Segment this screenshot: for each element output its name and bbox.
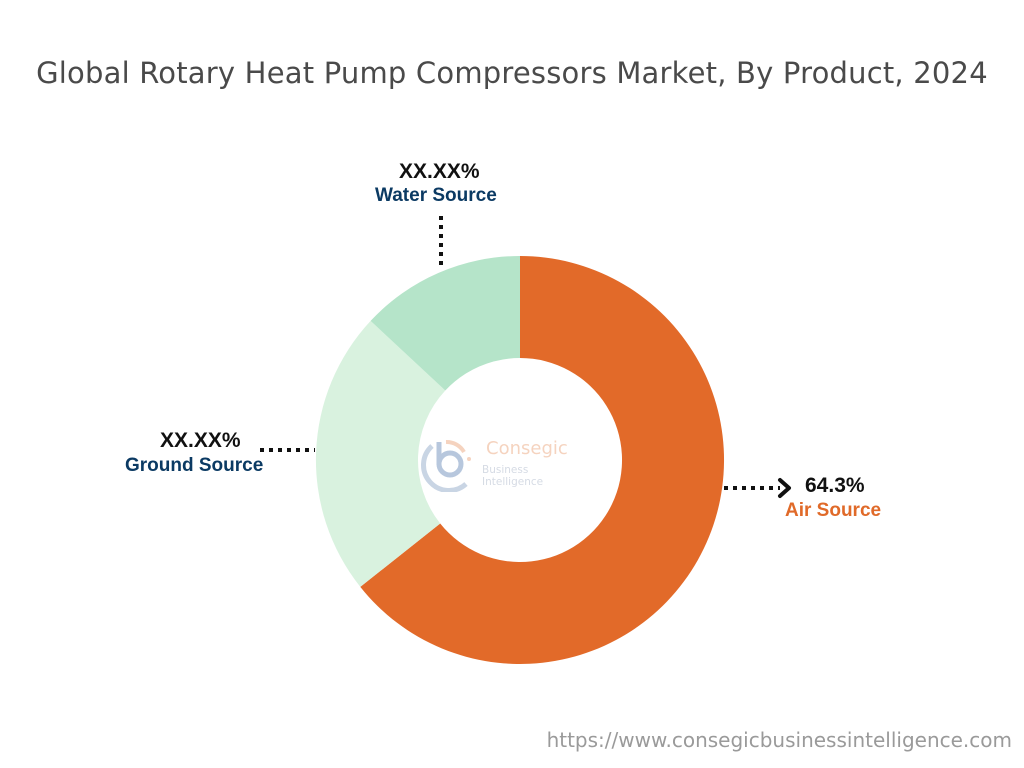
slice-water-source — [370, 255, 520, 391]
air-source-percent: 64.3% — [805, 474, 865, 497]
ground-source-percent: XX.XX% — [160, 429, 241, 452]
ground-source-label: Ground Source — [125, 455, 264, 476]
slice-ground-source — [315, 320, 446, 587]
chart-title: Global Rotary Heat Pump Compressors Mark… — [36, 56, 988, 90]
air-source-label: Air Source — [785, 500, 882, 521]
water-source-percent: XX.XX% — [399, 160, 480, 183]
water-source-label: Water Source — [375, 185, 497, 206]
logo-text-consegic: Consegic — [486, 438, 568, 459]
slice-air-source — [360, 256, 725, 664]
arrow-head-icon — [778, 478, 791, 498]
logo-icon — [421, 440, 471, 492]
source-url: https://www.consegicbusinessintelligence… — [546, 728, 1012, 752]
watermark-logo: Consegic Business Intelligence — [420, 432, 590, 492]
logo-text-tagline: Business Intelligence — [482, 464, 544, 488]
